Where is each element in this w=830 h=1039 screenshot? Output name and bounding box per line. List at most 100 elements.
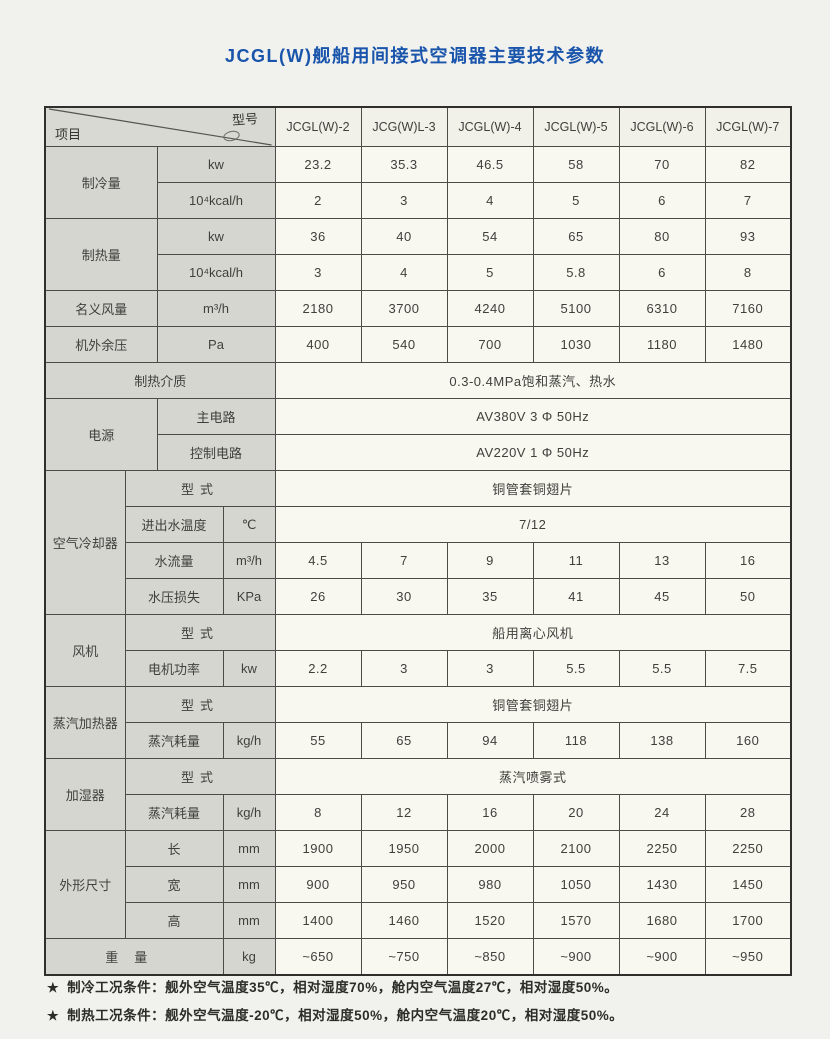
row-label-cell: 水流量 bbox=[124, 542, 224, 579]
row-label-cell: 型式 bbox=[124, 686, 276, 723]
spec-table: 项目 型号 JCGL(W)-2 JCG(W)L-3 JCGL(W)-4 JCGL… bbox=[44, 106, 792, 976]
model-header: JCGL(W)-4 bbox=[446, 106, 534, 147]
value-cell: 41 bbox=[532, 578, 620, 615]
unit-cell: Pa bbox=[156, 326, 276, 363]
model-header: JCGL(W)-6 bbox=[618, 106, 706, 147]
unit-cell: ℃ bbox=[222, 506, 276, 543]
value-cell: 55 bbox=[274, 722, 362, 759]
value-cell: ~950 bbox=[704, 938, 792, 976]
corner-model-label: 型号 bbox=[232, 111, 260, 128]
span-value-cell: 铜管套铜翅片 bbox=[274, 686, 792, 723]
value-cell: 3 bbox=[360, 650, 448, 687]
unit-cell: kg bbox=[222, 938, 276, 976]
row-label-cell: 名义风量 bbox=[44, 290, 158, 327]
row-airflow: 名义风量 m³/h 2180 3700 4240 5100 6310 7160 bbox=[44, 290, 792, 327]
value-cell: 1050 bbox=[532, 866, 620, 903]
page-title: JCGL(W)舰船用间接式空调器主要技术参数 bbox=[225, 46, 605, 66]
value-cell: 2000 bbox=[446, 830, 534, 867]
value-cell: 54 bbox=[446, 218, 534, 255]
row-power-main: 电源 主电路 AV380V 3 Φ 50Hz bbox=[44, 398, 792, 471]
footnote-text: 制冷工况条件：舰外空气温度35℃，相对湿度70%，舱内空气温度27℃，相对湿度5… bbox=[67, 980, 619, 995]
value-cell: 58 bbox=[532, 146, 620, 183]
value-cell: 5 bbox=[532, 182, 620, 219]
unit-cell: kg/h bbox=[222, 722, 276, 759]
value-cell: ~900 bbox=[532, 938, 620, 976]
group-label-cell: 外形尺寸 bbox=[44, 830, 126, 939]
value-cell: 6 bbox=[618, 182, 706, 219]
value-cell: 138 bbox=[618, 722, 706, 759]
value-cell: 26 bbox=[274, 578, 362, 615]
row-weight: 重量 kg ~650 ~750 ~850 ~900 ~900 ~950 bbox=[44, 938, 792, 976]
value-cell: 30 bbox=[360, 578, 448, 615]
group-label-cell: 电源 bbox=[44, 398, 158, 471]
value-cell: 900 bbox=[274, 866, 362, 903]
group-label-cell: 蒸汽加热器 bbox=[44, 686, 126, 759]
row-label-cell: 制热介质 bbox=[44, 362, 276, 399]
row-label-cell: 进出水温度 bbox=[124, 506, 224, 543]
value-cell: 94 bbox=[446, 722, 534, 759]
value-cell: 1520 bbox=[446, 902, 534, 939]
value-cell: 9 bbox=[446, 542, 534, 579]
value-cell: 16 bbox=[704, 542, 792, 579]
value-cell: 40 bbox=[360, 218, 448, 255]
value-cell: 70 bbox=[618, 146, 706, 183]
value-cell: ~850 bbox=[446, 938, 534, 976]
value-cell: 980 bbox=[446, 866, 534, 903]
value-cell: 118 bbox=[532, 722, 620, 759]
unit-cell: kw bbox=[156, 218, 276, 255]
row-label-cell: 型式 bbox=[124, 614, 276, 651]
value-cell: 8 bbox=[274, 794, 362, 831]
value-cell: 400 bbox=[274, 326, 362, 363]
span-value-cell: 0.3-0.4MPa饱和蒸汽、热水 bbox=[274, 362, 792, 399]
row-label-cell: 机外余压 bbox=[44, 326, 158, 363]
row-steam-heater-consumption: 蒸汽耗量 kg/h 55 65 94 118 138 160 bbox=[45, 722, 792, 759]
value-cell: 7160 bbox=[704, 290, 792, 327]
value-cell: 45 bbox=[618, 578, 706, 615]
value-cell: ~650 bbox=[274, 938, 362, 976]
value-cell: 65 bbox=[360, 722, 448, 759]
value-cell: 28 bbox=[704, 794, 792, 831]
corner-cell: 项目 型号 bbox=[44, 106, 276, 147]
value-cell: 93 bbox=[704, 218, 792, 255]
row-label-cell: 控制电路 bbox=[156, 434, 276, 471]
footnote-heating-condition: ★ 制热工况条件：舰外空气温度-20℃，相对湿度50%，舱内空气温度20℃，相对… bbox=[47, 1004, 807, 1024]
header-row: 项目 型号 JCGL(W)-2 JCG(W)L-3 JCGL(W)-4 JCGL… bbox=[44, 106, 792, 147]
row-heat-medium: 制热介质 0.3-0.4MPa饱和蒸汽、热水 bbox=[44, 362, 792, 399]
value-cell: 5.8 bbox=[532, 254, 620, 291]
row-label-cell: 重量 bbox=[44, 938, 224, 976]
value-cell: 1480 bbox=[704, 326, 792, 363]
group-label-cell: 制热量 bbox=[44, 218, 158, 291]
span-value-cell: 船用离心风机 bbox=[274, 614, 792, 651]
footnote-cooling-condition: ★ 制冷工况条件：舰外空气温度35℃，相对湿度70%，舱内空气温度27℃，相对湿… bbox=[47, 976, 807, 996]
value-cell: ~900 bbox=[618, 938, 706, 976]
value-cell: 8 bbox=[704, 254, 792, 291]
value-cell: 35 bbox=[446, 578, 534, 615]
footnotes: ★ 制冷工况条件：舰外空气温度35℃，相对湿度70%，舱内空气温度27℃，相对湿… bbox=[47, 976, 807, 1032]
value-cell: 2 bbox=[274, 182, 362, 219]
value-cell: 1030 bbox=[532, 326, 620, 363]
value-cell: 1680 bbox=[618, 902, 706, 939]
row-dimension-width: 宽 mm 900 950 980 1050 1430 1450 bbox=[45, 866, 792, 903]
row-ext-pressure: 机外余压 Pa 400 540 700 1030 1180 1480 bbox=[44, 326, 792, 363]
value-cell: 35.3 bbox=[360, 146, 448, 183]
row-humidifier-type: 加湿器 型式 蒸汽喷雾式 bbox=[44, 758, 792, 831]
row-cooler-water-flow: 水流量 m³/h 4.5 7 9 11 13 16 bbox=[45, 542, 792, 579]
group-label-cell: 风机 bbox=[44, 614, 126, 687]
value-cell: 20 bbox=[532, 794, 620, 831]
value-cell: 1430 bbox=[618, 866, 706, 903]
value-cell: 7 bbox=[704, 182, 792, 219]
row-cooling-kcal: 10⁴kcal/h 2 3 4 5 6 7 bbox=[45, 182, 792, 219]
value-cell: 1900 bbox=[274, 830, 362, 867]
row-label-cell: 型式 bbox=[124, 470, 276, 507]
row-label-cell: 蒸汽耗量 bbox=[124, 722, 224, 759]
value-cell: 3 bbox=[360, 182, 448, 219]
unit-cell: kw bbox=[222, 650, 276, 687]
row-label-cell: 主电路 bbox=[156, 398, 276, 435]
unit-cell: mm bbox=[222, 866, 276, 903]
value-cell: 1450 bbox=[704, 866, 792, 903]
corner-item-label: 项目 bbox=[55, 127, 82, 142]
model-header: JCGL(W)-2 bbox=[274, 106, 362, 147]
model-header: JCGL(W)-5 bbox=[532, 106, 620, 147]
group-label-cell: 空气冷却器 bbox=[44, 470, 126, 615]
value-cell: 3700 bbox=[360, 290, 448, 327]
